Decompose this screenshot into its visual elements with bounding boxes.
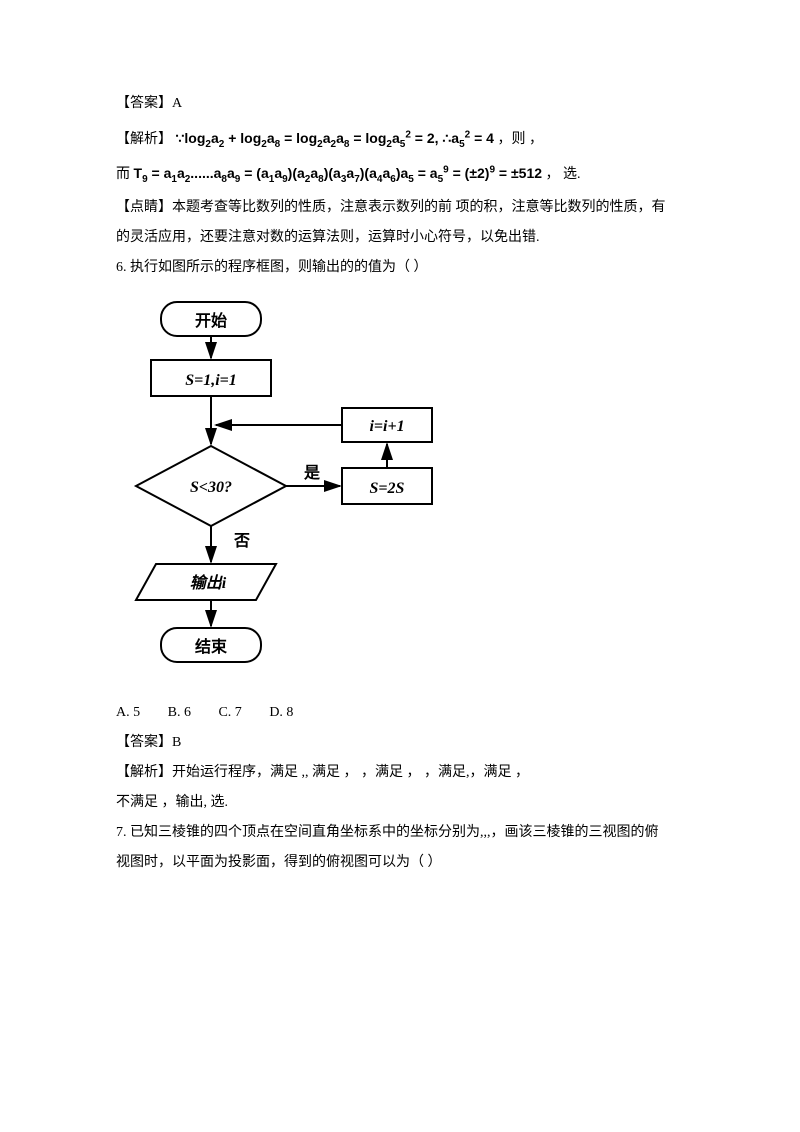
q6-analysis2: 不满足 ，输出, 选. xyxy=(116,789,700,817)
q6-flowchart: 开始 S=1,i=1 S<30? 是 S=2S i=i+1 xyxy=(116,296,700,687)
prev-answer-label: 【答案】A xyxy=(116,90,700,118)
formula1-suffix: ，则 ， xyxy=(497,132,543,147)
formula2-suffix: ， 选. xyxy=(546,167,581,182)
flow-no-label: 否 xyxy=(233,532,250,550)
prev-tip-line2: 的灵活应用，还要注意对数的运算法则，运算时小心符号，以免出错. xyxy=(116,224,700,252)
q6-answer: 【答案】B xyxy=(116,729,700,757)
flow-init-label: S=1,i=1 xyxy=(185,372,237,389)
flow-start-label: 开始 xyxy=(195,311,227,330)
q6-opt-c: C. 7 xyxy=(218,705,241,720)
flow-inc-label: i=i+1 xyxy=(369,418,404,435)
q6-stem: 6. 执行如图所示的程序框图，则输出的的值为（ ） xyxy=(116,254,700,282)
q6-opt-b: B. 6 xyxy=(168,705,191,720)
formula2: T9 = a1a2......a8a9 = (a1a9)(a2a8)(a3a7)… xyxy=(134,165,543,181)
q6-analysis1: 【解析】开始运行程序，满足 ,, 满足 ， ，满足 ， ，满足,，满足 ， xyxy=(116,759,700,787)
formula1: ∵log2a2 + log2a8 = log2a2a8 = log2a52 = … xyxy=(176,130,494,146)
prev-tip-line1: 【点睛】本题考查等比数列的性质，注意表示数列的前 项的积，注意等比数列的性质，有 xyxy=(116,194,700,222)
q6-options: A. 5 B. 6 C. 7 D. 8 xyxy=(116,699,700,727)
flow-cond-label: S<30? xyxy=(190,479,232,496)
q6-opt-d: D. 8 xyxy=(269,705,293,720)
flow-out-label: 输出i xyxy=(190,574,227,592)
q6-opt-a: A. 5 xyxy=(116,705,140,720)
flow-yes-label: 是 xyxy=(303,464,320,482)
prev-analysis-line2: 而 T9 = a1a2......a8a9 = (a1a9)(a2a8)(a3a… xyxy=(116,159,700,190)
q7-stem-line2: 视图时，以平面为投影面，得到的俯视图可以为（ ） xyxy=(116,849,700,877)
prev-analysis-line1: 【解析】 ∵log2a2 + log2a8 = log2a2a8 = log2a… xyxy=(116,124,700,155)
analysis-prefix: 【解析】 xyxy=(116,132,172,147)
formula2-prefix: 而 xyxy=(116,167,130,182)
flow-end-label: 结束 xyxy=(194,637,228,656)
flow-double-label: S=2S xyxy=(370,480,405,497)
q7-stem-line1: 7. 已知三棱锥的四个顶点在空间直角坐标系中的坐标分别为,,,，画该三棱锥的三视… xyxy=(116,819,700,847)
